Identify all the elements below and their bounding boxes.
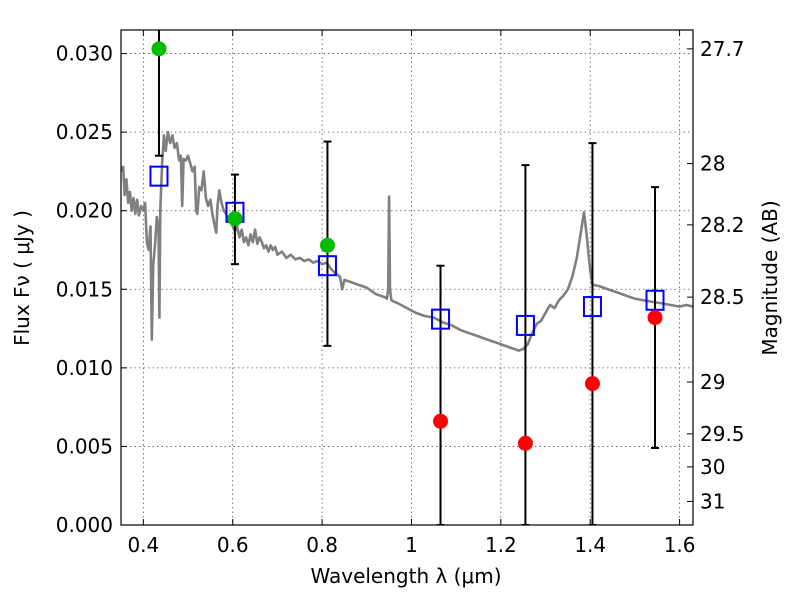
model-point [149, 165, 169, 187]
y-tick-label: 0.000 [56, 513, 113, 537]
y2-tick-label: 28.5 [700, 285, 745, 309]
model-point [317, 255, 337, 277]
plot-area [121, 30, 693, 525]
model-point [645, 289, 665, 311]
y2-axis-title: Magnitude (AB) [758, 200, 782, 355]
y-tick-label: 0.010 [56, 356, 113, 380]
model-point [582, 296, 602, 318]
x-tick-label: 0.6 [217, 533, 249, 557]
y-tick-label: 0.005 [56, 434, 113, 458]
upper-limit-point [517, 435, 533, 451]
x-tick-label: 0.8 [306, 533, 338, 557]
x-axis-title: Wavelength λ (μm) [310, 564, 501, 588]
y-tick-label: 0.030 [56, 42, 113, 66]
model-point [515, 314, 535, 336]
detection-point [319, 237, 335, 253]
detection-point [227, 211, 243, 227]
y2-tick-label: 31 [700, 489, 725, 513]
y2-tick-label: 28.2 [700, 213, 745, 237]
x-tick-label: 1.6 [664, 533, 696, 557]
upper-limit-point [647, 310, 663, 326]
grid [121, 30, 693, 526]
y2-tick-label: 29 [700, 370, 725, 394]
x-tick-label: 1.2 [485, 533, 517, 557]
y2-tick-label: 27.7 [700, 37, 745, 61]
x-tick-label: 1 [405, 533, 418, 557]
x-tick-label: 0.4 [127, 533, 159, 557]
detection-point [151, 41, 167, 57]
spectrum-line [121, 130, 693, 352]
y2-tick-label: 29.5 [700, 422, 745, 446]
upper-limit-point [433, 413, 449, 429]
x-tick-label: 1.4 [574, 533, 606, 557]
y-tick-label: 0.020 [56, 199, 113, 223]
y-tick-label: 0.025 [56, 120, 113, 144]
y-axis-title: Flux Fν ( μJy ) [10, 210, 34, 346]
y-tick-label: 0.015 [56, 277, 113, 301]
y2-tick-label: 30 [700, 455, 725, 479]
plot-frame [120, 29, 694, 526]
model-point [431, 308, 451, 330]
axes: 0.4 0.6 0.8 1 1.2 1.4 1.6 0.000 0.005 0.010 0.015 0… [56, 30, 745, 557]
upper-limit-point [584, 376, 600, 392]
y2-tick-label: 28 [700, 152, 725, 176]
